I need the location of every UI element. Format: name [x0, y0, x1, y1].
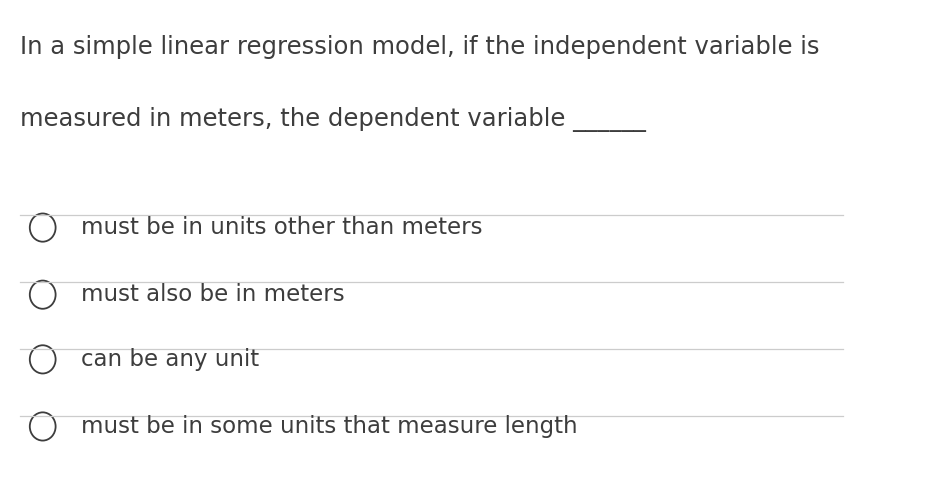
Text: measured in meters, the dependent variable ______: measured in meters, the dependent variab…	[20, 107, 646, 132]
Text: must be in units other than meters: must be in units other than meters	[81, 216, 483, 239]
Text: must be in some units that measure length: must be in some units that measure lengt…	[81, 415, 578, 438]
Text: must also be in meters: must also be in meters	[81, 283, 345, 306]
Text: can be any unit: can be any unit	[81, 348, 259, 371]
Text: In a simple linear regression model, if the independent variable is: In a simple linear regression model, if …	[20, 35, 820, 59]
